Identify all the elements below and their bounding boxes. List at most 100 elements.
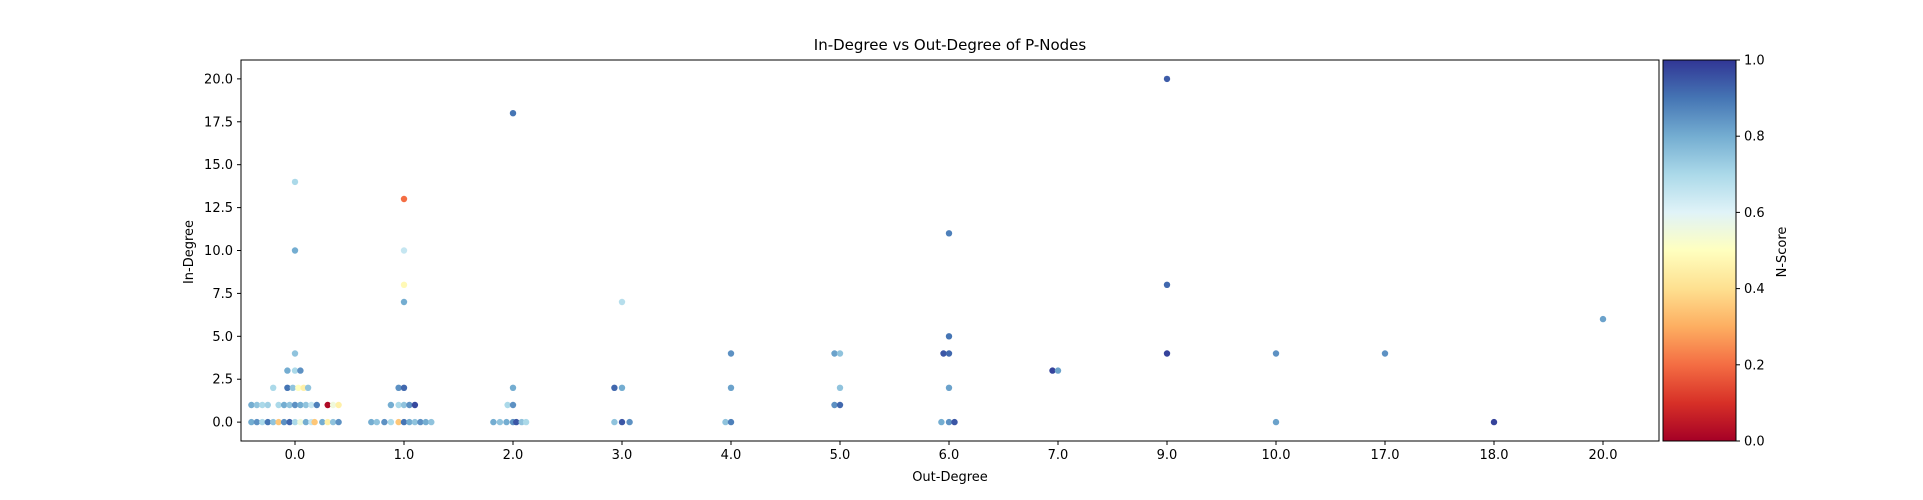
scatter-point <box>945 384 953 391</box>
y-tick-label: 0.0 <box>212 416 233 431</box>
scatter-point <box>513 418 520 426</box>
scatter-point <box>395 418 402 426</box>
scatter-point <box>319 418 326 426</box>
scatter-point <box>304 384 312 391</box>
scatter-point <box>302 401 310 409</box>
scatter-point <box>387 401 395 409</box>
scatter-point <box>938 418 945 426</box>
scatter-point <box>509 401 517 409</box>
colorbar-tick-label: 0.4 <box>1744 282 1765 297</box>
scatter-point <box>400 401 408 409</box>
scatter-point <box>286 418 293 426</box>
scatter-point <box>611 384 618 391</box>
plot-area-frame <box>240 59 1660 442</box>
scatter-point <box>335 418 342 426</box>
scatter-point <box>618 298 626 306</box>
scatter-point <box>297 401 304 409</box>
scatter-point <box>496 418 504 426</box>
scatter-point <box>329 401 337 409</box>
scatter-point <box>618 418 626 426</box>
scatter-point <box>300 384 307 391</box>
y-axis: 0.0 2.5 5.0 7.5 10.0 12.5 15.0 17.5 20.0 <box>204 72 241 431</box>
scatter-point <box>286 401 293 409</box>
scatter-point <box>1490 418 1498 426</box>
scatter-point <box>940 350 947 357</box>
points-layer <box>248 75 1607 426</box>
scatter-point <box>509 110 517 117</box>
x-tick-label: 17.0 <box>1371 448 1400 463</box>
scatter-point <box>335 401 342 409</box>
scatter-point <box>291 401 299 409</box>
scatter-point <box>400 418 408 426</box>
colorbar <box>1662 59 1737 442</box>
scatter-point <box>522 418 530 426</box>
scatter-point <box>727 350 735 357</box>
scatter-point <box>295 384 302 391</box>
scatter-point <box>400 195 408 203</box>
scatter-point <box>275 418 282 426</box>
scatter-point <box>503 418 510 426</box>
chart-title: In-Degree vs Out-Degree of P-Nodes <box>814 36 1087 54</box>
scatter-point <box>945 333 953 340</box>
x-tick-label: 1.0 <box>394 448 415 463</box>
scatter-point <box>611 418 618 426</box>
scatter-point <box>945 418 953 426</box>
scatter-point <box>831 401 838 409</box>
scatter-point <box>626 418 633 426</box>
colorbar-tick-label: 1.0 <box>1744 54 1765 69</box>
scatter-point <box>1272 418 1280 426</box>
scatter-point <box>270 418 277 426</box>
scatter-point <box>400 281 408 288</box>
scatter-point <box>406 418 413 426</box>
colorbar-tick-label: 0.2 <box>1744 358 1765 373</box>
scatter-point <box>308 401 315 409</box>
scatter-point <box>411 401 419 409</box>
x-tick-label: 7.0 <box>1048 448 1069 463</box>
x-tick-label: 5.0 <box>830 448 851 463</box>
colorbar-tick-label: 0.6 <box>1744 206 1765 221</box>
scatter-point <box>270 384 277 391</box>
scatter-point <box>490 418 497 426</box>
scatter-point <box>275 401 282 409</box>
scatter-point <box>248 401 255 409</box>
x-tick-label: 4.0 <box>721 448 742 463</box>
y-tick-label: 20.0 <box>204 72 233 87</box>
scatter-point <box>297 418 304 426</box>
x-tick-label: 18.0 <box>1480 448 1509 463</box>
x-axis: 0.0 1.0 2.0 3.0 4.0 5.0 6.0 7.0 9.0 10.0 17.0 18.0 2… <box>285 441 1617 463</box>
scatter-point <box>284 384 291 391</box>
scatter-point <box>291 350 299 357</box>
scatter-point <box>951 418 958 426</box>
y-tick-label: 7.5 <box>212 287 233 302</box>
x-tick-label: 6.0 <box>939 448 960 463</box>
scatter-point <box>422 418 429 426</box>
colorbar-ticks: 0.0 0.2 0.4 0.6 0.8 1.0 <box>1736 54 1765 450</box>
scatter-point <box>836 350 844 357</box>
scatter-point <box>428 418 435 426</box>
colorbar-tick-label: 0.0 <box>1744 435 1765 450</box>
scatter-point <box>280 401 288 409</box>
scatter-point <box>253 418 261 426</box>
y-tick-label: 2.5 <box>212 373 233 388</box>
x-tick-label: 3.0 <box>612 448 633 463</box>
scatter-point <box>1381 350 1389 357</box>
scatter-point <box>368 418 375 426</box>
scatter-point <box>291 178 299 186</box>
scatter-point <box>313 401 320 409</box>
scatter-point <box>722 418 729 426</box>
x-tick-label: 2.0 <box>503 448 524 463</box>
scatter-point <box>248 418 255 426</box>
scatter-point <box>1163 75 1171 83</box>
scatter-point <box>1049 367 1056 374</box>
scatter-point <box>411 418 419 426</box>
scatter-point <box>400 247 408 254</box>
scatter-point <box>291 418 299 426</box>
x-tick-label: 9.0 <box>1157 448 1178 463</box>
scatter-point <box>264 401 271 409</box>
scatter-point <box>291 367 299 374</box>
scatter-point <box>1054 367 1062 374</box>
scatter-point <box>329 418 337 426</box>
scatter-point <box>387 418 395 426</box>
scatter-point <box>504 401 511 409</box>
